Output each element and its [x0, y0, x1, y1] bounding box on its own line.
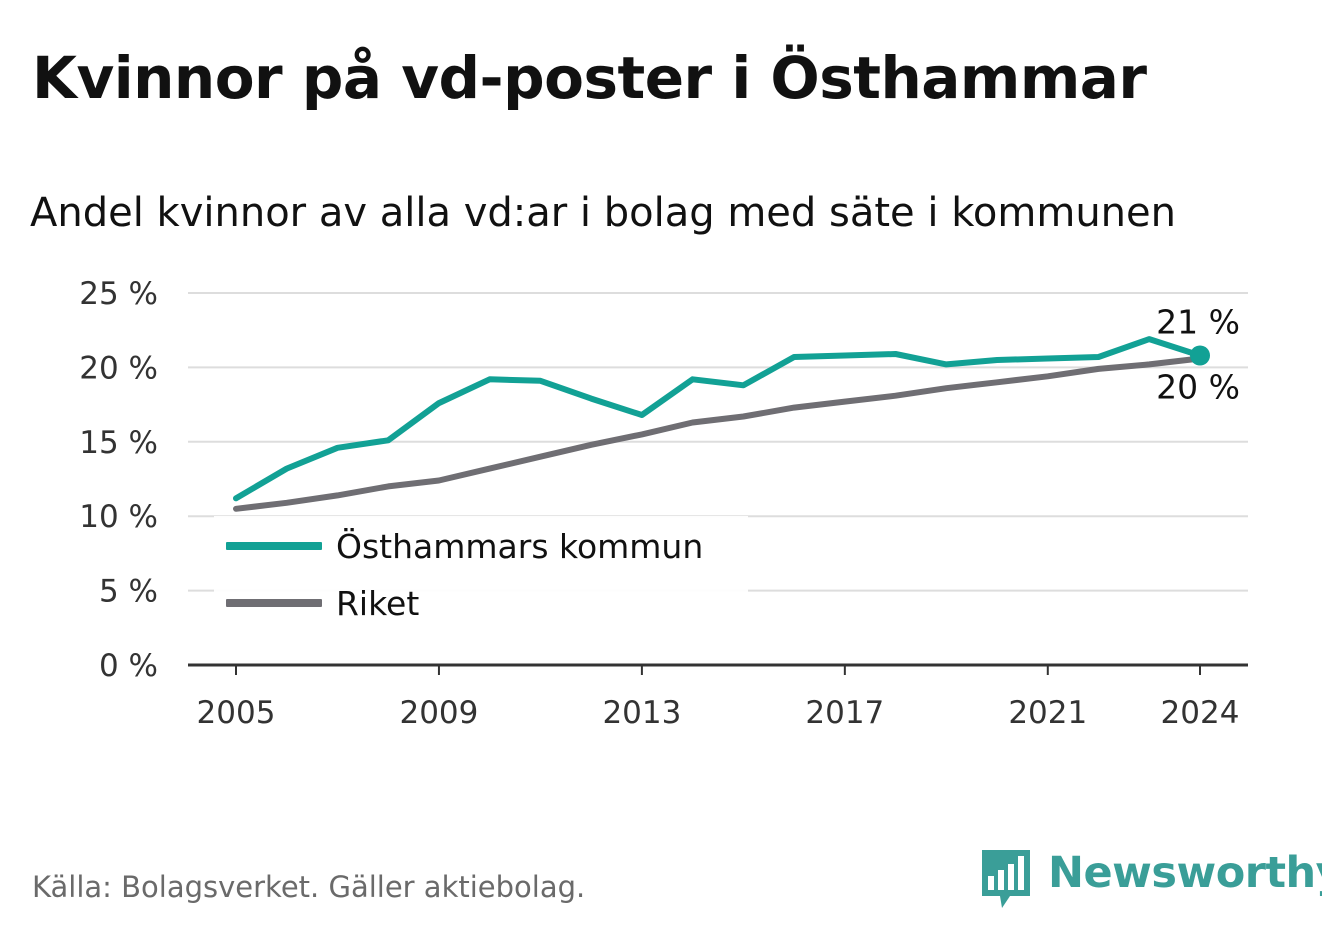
chart-title: Kvinnor på vd-poster i Östhammar	[32, 44, 1147, 112]
source-note: Källa: Bolagsverket. Gäller aktiebolag.	[32, 870, 586, 904]
x-tick-label: 2013	[602, 695, 681, 731]
line-chart: 0 %5 %10 %15 %20 %25 % 2005 2009 2013 2017 2…	[79, 276, 1248, 731]
y-axis-ticks: 0 % 5 % 10 % 15 % 20 % 25 %	[79, 276, 158, 684]
chart-legend: Östhammars kommun Riket	[214, 516, 748, 623]
end-point-osthammar	[1190, 345, 1210, 366]
series-lines	[233, 336, 1210, 512]
legend-label-riket: Riket	[336, 583, 420, 623]
x-tick-label: 2009	[399, 695, 478, 731]
y-tick-label: 5 %	[99, 574, 158, 610]
brand-name: Newsworthy	[1048, 848, 1322, 898]
legend-label-osthammar: Östhammars kommun	[336, 526, 704, 566]
x-tick-label: 2017	[805, 695, 884, 731]
x-tick-label: 2021	[1008, 695, 1087, 731]
end-label-riket: 20 %	[1156, 367, 1240, 406]
x-tick-label: 2005	[197, 695, 276, 731]
y-tick-label: 15 %	[79, 425, 158, 461]
x-tick-label: 2024	[1161, 695, 1240, 731]
chart-subtitle: Andel kvinnor av alla vd:ar i bolag med …	[30, 190, 1176, 236]
series-line-riket	[233, 355, 1203, 512]
legend-swatch-riket	[226, 599, 322, 607]
series-line-osthammar	[233, 336, 1203, 502]
end-label-osthammar: 21 %	[1156, 302, 1240, 341]
y-tick-label: 25 %	[79, 276, 158, 312]
y-tick-label: 20 %	[79, 350, 158, 386]
legend-swatch-osthammar	[226, 542, 322, 550]
end-labels: 21 % 20 %	[1156, 302, 1240, 406]
newsworthy-bar-chart-icon	[982, 850, 1030, 908]
y-tick-label: 0 %	[99, 648, 158, 684]
x-axis-ticks: 2005 2009 2013 2017 2021 2024	[188, 663, 1248, 731]
y-tick-label: 10 %	[79, 499, 158, 535]
